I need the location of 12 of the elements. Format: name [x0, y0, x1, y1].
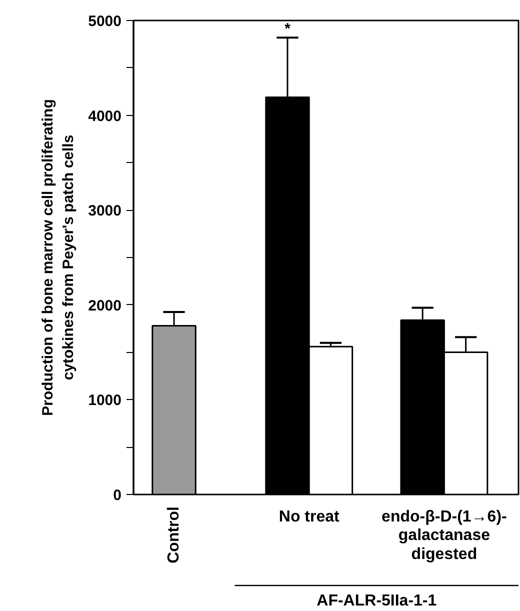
- text: AF-ALR-5IIa-1-1: [316, 592, 437, 610]
- y-axis-title: Production of bone marrow cell proliferating cytokines from Peyer's patch cells: [40, 99, 78, 416]
- x-tick-label: No treat: [278, 508, 340, 526]
- x-tick-label: Control: [166, 506, 183, 564]
- x-tick-label: endo-β-D-(1→6)- galactanase digested: [382, 508, 507, 563]
- annotation: *: [284, 20, 291, 38]
- y-tick-label: 0: [113, 487, 122, 504]
- y-tick-label: 3000: [88, 202, 122, 220]
- y-tick-label: 1000: [88, 392, 122, 410]
- y-tick-label: 5000: [88, 13, 122, 30]
- y-tick-label: 4000: [88, 108, 122, 125]
- y-tick-label: 2000: [88, 297, 122, 314]
